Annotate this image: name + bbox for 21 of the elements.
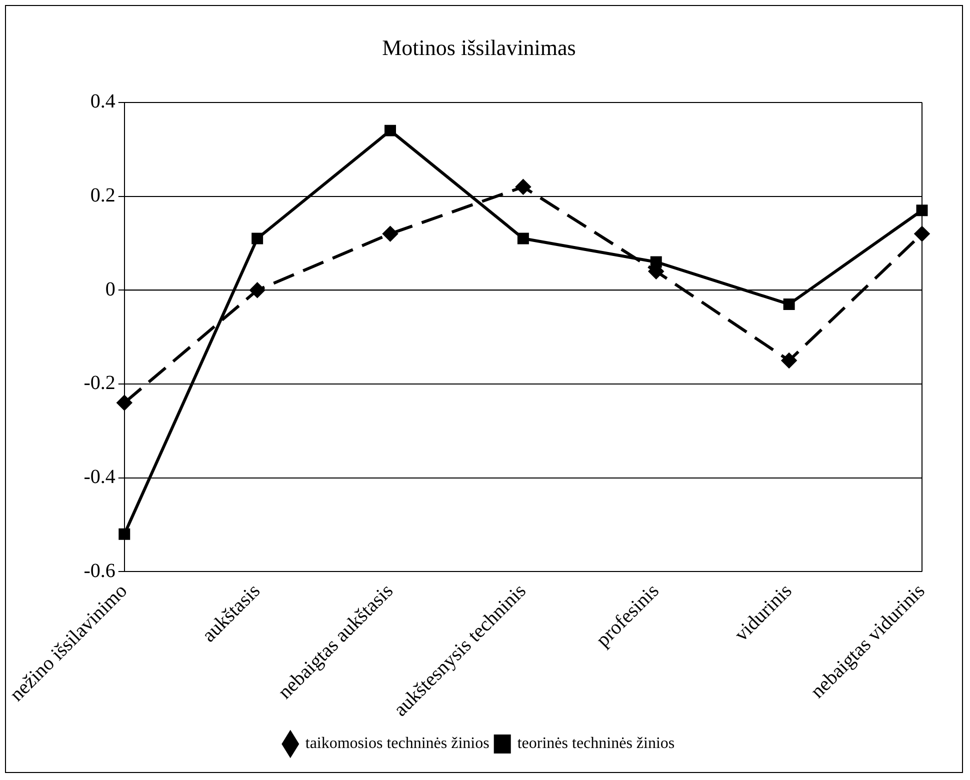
y-tick-label: 0.4 bbox=[90, 90, 116, 113]
point bbox=[118, 528, 130, 540]
point bbox=[250, 282, 265, 298]
y-tick-label: -0.2 bbox=[84, 372, 116, 394]
point bbox=[252, 232, 264, 244]
point bbox=[384, 124, 396, 136]
point bbox=[116, 395, 132, 410]
y-tick-label: -0.4 bbox=[84, 466, 116, 488]
point bbox=[382, 226, 398, 242]
y-tick-label: 0 bbox=[105, 278, 116, 300]
point bbox=[914, 226, 930, 242]
chart-title: Motinos išsilavinimas bbox=[382, 34, 576, 60]
y-tick-label: -0.6 bbox=[84, 560, 116, 582]
point bbox=[783, 298, 795, 310]
point bbox=[516, 179, 531, 194]
legend-label: teorinės techninės žinios bbox=[517, 735, 675, 752]
y-tick-label: 0.2 bbox=[90, 184, 116, 207]
point bbox=[782, 353, 797, 368]
point bbox=[916, 204, 928, 216]
legend-label: taikomosios techninės žinios bbox=[305, 735, 490, 752]
point bbox=[517, 232, 529, 244]
